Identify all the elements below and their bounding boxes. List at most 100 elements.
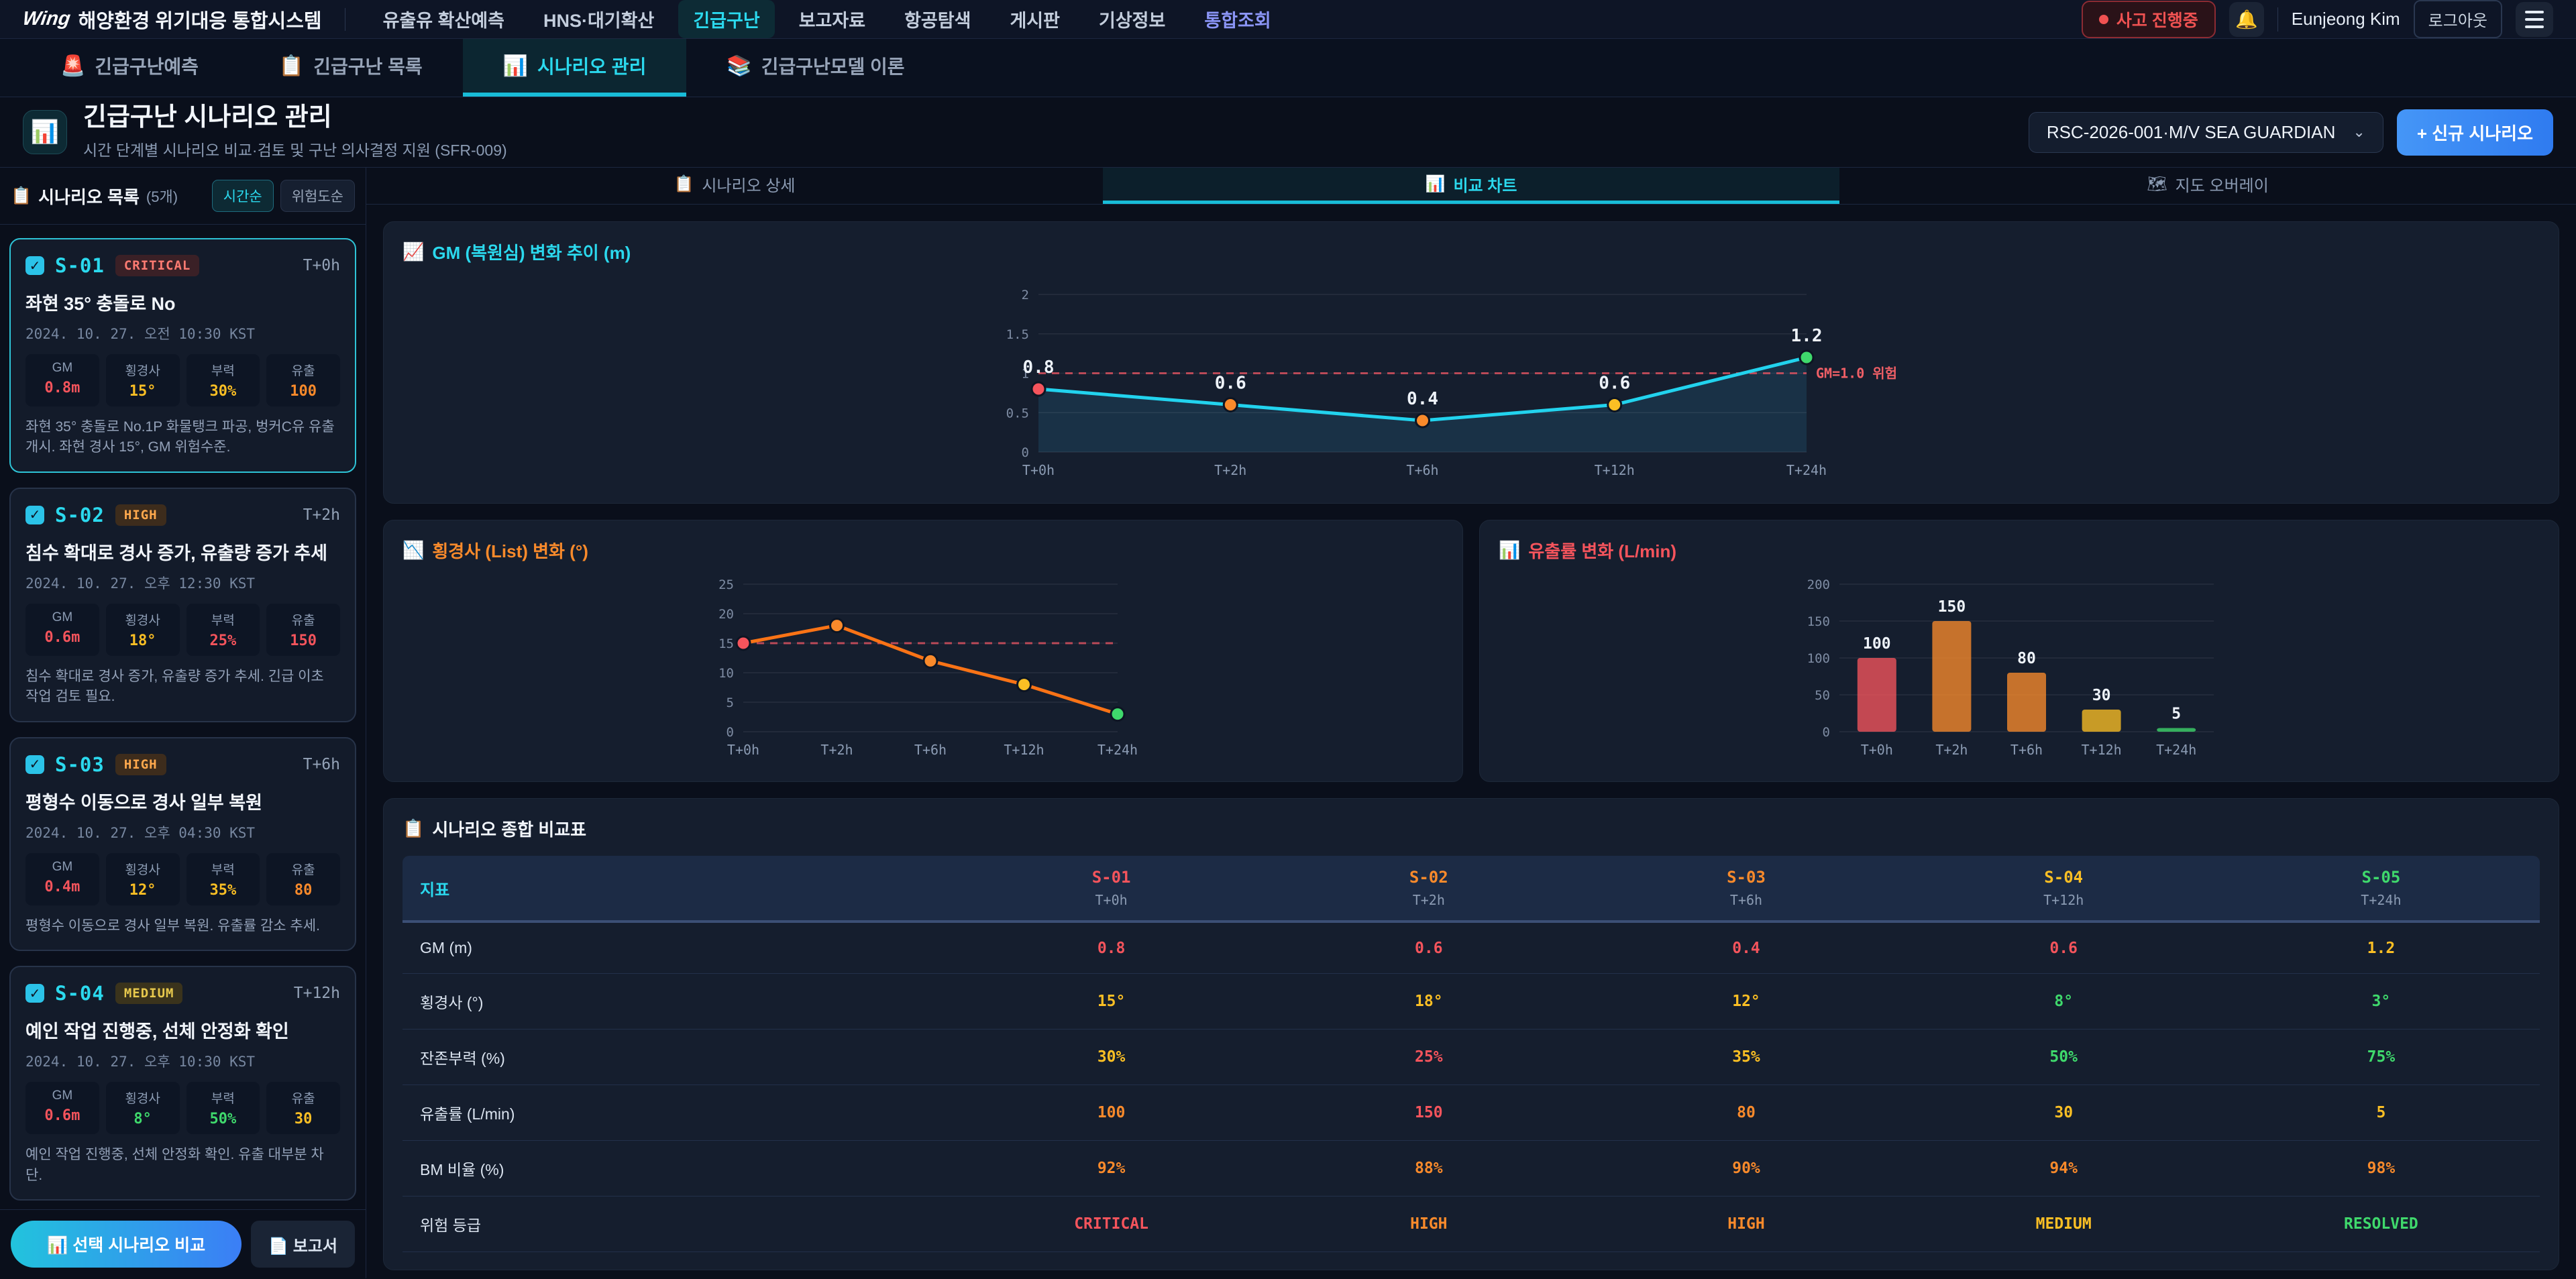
stat-box: GM 0.8m <box>25 354 99 406</box>
scenario-card-S-01[interactable]: ✓ S-01 CRITICAL T+0h 좌현 35° 충돌로 No 2024. 10. … <box>9 238 356 473</box>
scenario-title: 좌현 35° 충돌로 No <box>25 294 176 314</box>
severity-badge: HIGH <box>115 753 166 775</box>
svg-text:T+6h: T+6h <box>1406 462 1438 478</box>
module-tabs: 🚨 긴급구난예측 📋 긴급구난 목록 📊 시나리오 관리 📚 긴급구난모델 이론 <box>0 39 2576 97</box>
nav-menu: 유출유 확산예측 HNS·대기확산 긴급구난 보고자료 항공탐색 게시판 기상정보 통합조회 <box>368 0 2082 38</box>
table-row-유출률 (L/min): 유출률 (L/min) 100 150 80 30 5 <box>402 1085 2540 1141</box>
chart-icon: 📊 <box>30 119 60 145</box>
nav-right: 사고 진행중 🔔 Eunjeong Kim 로그아웃 <box>2081 0 2553 38</box>
page-subtitle: 시간 단계별 시나리오 비교·검토 및 구난 의사결정 지원 (SFR-009) <box>83 141 507 159</box>
stat-box: 횡경사 15° <box>105 354 180 406</box>
scenario-title: 침수 확대로 경사 증가, 유출량 증가 추세 <box>25 543 327 563</box>
scenario-id: S-03 <box>55 753 105 776</box>
module-tab-긴급구난예측[interactable]: 🚨 긴급구난예측 <box>60 54 199 78</box>
sort-button-시간순[interactable]: 시간순 <box>211 180 274 212</box>
severity-badge: CRITICAL <box>115 255 200 276</box>
logout-button[interactable]: 로그아웃 <box>2413 0 2502 38</box>
svg-text:80: 80 <box>2017 650 2036 667</box>
scenario-title: 평형수 이동으로 경사 일부 복원 <box>25 792 262 813</box>
page-title: 긴급구난 시나리오 관리 <box>83 103 332 132</box>
list-chart-panel: 📉 횡경사 (List) 변화 (°) 0 5 10 15 20 25 T+0h T+2h T+… <box>383 520 1463 782</box>
svg-text:150: 150 <box>1807 614 1830 629</box>
scenario-id: S-04 <box>55 982 105 1005</box>
scenario-card-S-03[interactable]: ✓ S-03 HIGH T+6h 평형수 이동으로 경사 일부 복원 2024. 10. … <box>9 736 356 952</box>
document-icon: 📄 <box>268 1237 289 1256</box>
stat-box: 부력 50% <box>186 1082 260 1135</box>
svg-text:0.6: 0.6 <box>1215 374 1246 394</box>
stat-box: 횡경사 18° <box>105 603 180 656</box>
nav-item-기상정보[interactable]: 기상정보 <box>1098 11 1166 31</box>
incident-status-label: 사고 진행중 <box>2116 11 2198 30</box>
module-tab-긴급구난 목록[interactable]: 📋 긴급구난 목록 <box>278 54 423 78</box>
scenario-checkbox[interactable]: ✓ <box>25 755 44 774</box>
scenario-checkbox[interactable]: ✓ <box>25 256 44 275</box>
sidebar-title: 시나리오 목록 <box>38 186 140 207</box>
nav-item-보고자료[interactable]: 보고자료 <box>798 11 866 31</box>
scenario-description: 예인 작업 진행중, 선체 안정화 확인. 유출 대부분 차단. <box>25 1147 324 1183</box>
time-offset: T+6h <box>303 755 340 773</box>
svg-text:0: 0 <box>727 725 734 740</box>
table-header-row: 지표 S-01 T+0h S-02 T+2h S-03 T+6h S-04 T+12h S-05 T… <box>402 856 2540 923</box>
svg-text:T+2h: T+2h <box>820 742 853 758</box>
svg-text:0.8: 0.8 <box>1023 357 1055 378</box>
svg-text:15: 15 <box>718 636 734 651</box>
nav-item-게시판[interactable]: 게시판 <box>1010 11 1060 31</box>
app-logo: Wing 해양환경 위기대응 통합시스템 <box>21 5 322 34</box>
incident-dot-icon <box>2098 14 2108 24</box>
svg-text:5: 5 <box>727 696 734 710</box>
view-tab-비교 차트[interactable]: 📊 비교 차트 <box>1103 168 1839 204</box>
nav-item-통합조회[interactable]: 통합조회 <box>1204 11 1271 31</box>
scenario-date: 2024. 10. 27. 오전 10:30 KST <box>25 326 256 342</box>
scenario-card-S-04[interactable]: ✓ S-04 MEDIUM T+12h 예인 작업 진행중, 선체 안정화 확인 2024… <box>9 966 356 1201</box>
nav-item-긴급구난[interactable]: 긴급구난 <box>678 0 775 38</box>
svg-text:T+2h: T+2h <box>1214 462 1246 478</box>
table-row-위험 등급: 위험 등급 CRITICAL HIGH HIGH MEDIUM RESOLVED <box>402 1197 2540 1252</box>
report-button[interactable]: 📄 보고서 <box>251 1221 355 1268</box>
table-header-S-02: S-02 T+2h <box>1409 868 1448 908</box>
gm-chart-title: GM (복원심) 변화 추이 (m) <box>432 243 631 263</box>
scenario-checkbox[interactable]: ✓ <box>25 505 44 524</box>
line-chart-down-icon: 📉 <box>402 540 425 560</box>
svg-text:150: 150 <box>1938 598 1966 616</box>
nav-item-HNS·대기확산[interactable]: HNS·대기확산 <box>543 11 655 31</box>
module-tab-시나리오 관리[interactable]: 📊 시나리오 관리 <box>462 39 687 97</box>
stat-box: 유출 150 <box>266 603 340 656</box>
svg-text:50: 50 <box>1815 688 1830 703</box>
incident-select[interactable]: RSC-2026-001·M/V SEA GUARDIAN ⌄ <box>2028 111 2383 153</box>
stat-box: 유출 80 <box>266 852 340 905</box>
compare-scenarios-button[interactable]: 📊 선택 시나리오 비교 <box>11 1221 242 1268</box>
chevron-down-icon: ⌄ <box>2353 123 2365 140</box>
hamburger-menu-button[interactable] <box>2516 1 2553 37</box>
page-icon: 📊 <box>23 110 67 154</box>
svg-text:T+0h: T+0h <box>1861 742 1893 758</box>
table-row-GM (m): GM (m) 0.8 0.6 0.4 0.6 1.2 <box>402 923 2540 974</box>
scenario-id: S-01 <box>55 254 105 277</box>
svg-text:T+12h: T+12h <box>1595 462 1635 478</box>
scenario-date: 2024. 10. 27. 오후 04:30 KST <box>25 824 256 841</box>
nav-item-유출유 확산예측[interactable]: 유출유 확산예측 <box>382 11 504 31</box>
table-row-잔존부력 (%): 잔존부력 (%) 30% 25% 35% 50% 75% <box>402 1030 2540 1085</box>
scenario-list: ✓ S-01 CRITICAL T+0h 좌현 35° 충돌로 No 2024. 10. … <box>0 225 366 1209</box>
svg-text:T+24h: T+24h <box>2156 742 2196 758</box>
line-chart-up-icon: 📈 <box>402 241 425 262</box>
incident-status-badge: 사고 진행중 <box>2081 0 2216 38</box>
new-scenario-button[interactable]: + 신규 시나리오 <box>2396 109 2553 156</box>
view-tab-지도 오버레이[interactable]: 🗺 지도 오버레이 <box>2147 175 2269 195</box>
stat-box: 유출 30 <box>266 1082 340 1135</box>
stat-box: 부력 25% <box>186 603 260 656</box>
tab-icon: 📚 <box>727 54 752 77</box>
nav-item-항공탐색[interactable]: 항공탐색 <box>904 11 971 31</box>
page-header: 📊 긴급구난 시나리오 관리 시간 단계별 시나리오 비교·검토 및 구난 의사… <box>0 97 2576 168</box>
bar-chart-icon: 📊 <box>1499 540 1521 560</box>
svg-text:100: 100 <box>1863 635 1891 653</box>
notification-bell-button[interactable]: 🔔 <box>2229 1 2264 37</box>
scenario-card-S-02[interactable]: ✓ S-02 HIGH T+2h 침수 확대로 경사 증가, 유출량 증가 추세 2024… <box>9 487 356 722</box>
svg-text:0: 0 <box>1022 445 1029 460</box>
scenario-description: 좌현 35° 충돌로 No.1P 화물탱크 파공, 벙커C유 유출 개시. 좌현… <box>25 419 335 455</box>
sort-button-위험도순[interactable]: 위험도순 <box>280 180 355 212</box>
bar-chart-icon: 📊 <box>47 1236 68 1255</box>
gm-line-chart: 0 0.5 1 1.5 2 T+0h T+2h T+6h T+12h T+24h GM=1.0 위험… <box>402 264 2540 486</box>
scenario-checkbox[interactable]: ✓ <box>25 984 44 1003</box>
view-tab-시나리오 상세[interactable]: 📋 시나리오 상세 <box>674 175 796 195</box>
module-tab-긴급구난모델 이론[interactable]: 📚 긴급구난모델 이론 <box>727 54 905 78</box>
